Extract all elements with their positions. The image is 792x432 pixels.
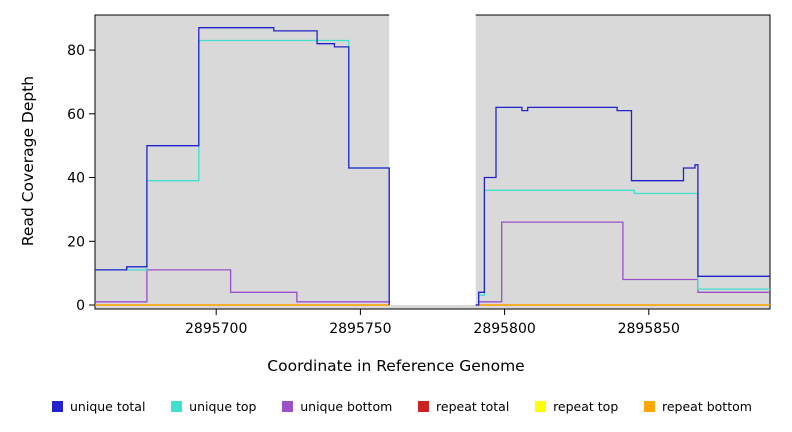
legend-item-unique-bottom: unique bottom	[282, 399, 392, 414]
x-tick-label: 2895750	[329, 321, 391, 337]
legend-item-unique-top: unique top	[171, 399, 256, 414]
legend-label-unique-top: unique top	[189, 399, 257, 414]
legend-swatch-unique-top	[171, 401, 183, 412]
legend-label-unique-total: unique total	[70, 399, 146, 414]
y-tick-label: 0	[76, 298, 85, 314]
x-tick-label: 2895700	[185, 321, 247, 337]
legend-swatch-repeat-top	[535, 401, 547, 412]
legend-swatch-repeat-total	[418, 401, 430, 412]
legend-item-repeat-top: repeat top	[535, 399, 618, 414]
y-tick-label: 60	[67, 107, 85, 123]
legend-item-repeat-total: repeat total	[418, 399, 509, 414]
x-tick-label: 2895800	[473, 321, 535, 337]
y-tick-label: 20	[67, 234, 85, 250]
y-tick-label: 40	[67, 171, 85, 187]
series-unique-total-line	[95, 27, 770, 306]
legend-swatch-unique-bottom	[282, 401, 294, 412]
gap-region	[389, 8, 476, 305]
legend: unique total unique top unique bottom re…	[0, 399, 792, 414]
legend-item-repeat-bottom: repeat bottom	[644, 399, 752, 414]
legend-label-repeat-total: repeat total	[436, 399, 510, 414]
y-axis-label: Read Coverage Depth	[19, 75, 37, 247]
legend-label-repeat-bottom: repeat bottom	[662, 399, 752, 414]
coverage-plot: 2895700 2895750 2895800 2895850 0 20 40 60 80	[67, 8, 771, 337]
x-tick-label: 2895850	[618, 321, 680, 337]
legend-item-unique-total: unique total	[52, 399, 145, 414]
legend-swatch-repeat-bottom	[644, 401, 655, 412]
y-tick-label: 80	[67, 43, 85, 59]
legend-label-repeat-top: repeat top	[553, 399, 619, 414]
legend-label-unique-bottom: unique bottom	[300, 399, 393, 414]
legend-swatch-unique-total	[52, 401, 63, 412]
x-axis-label: Coordinate in Reference Genome	[267, 357, 525, 375]
